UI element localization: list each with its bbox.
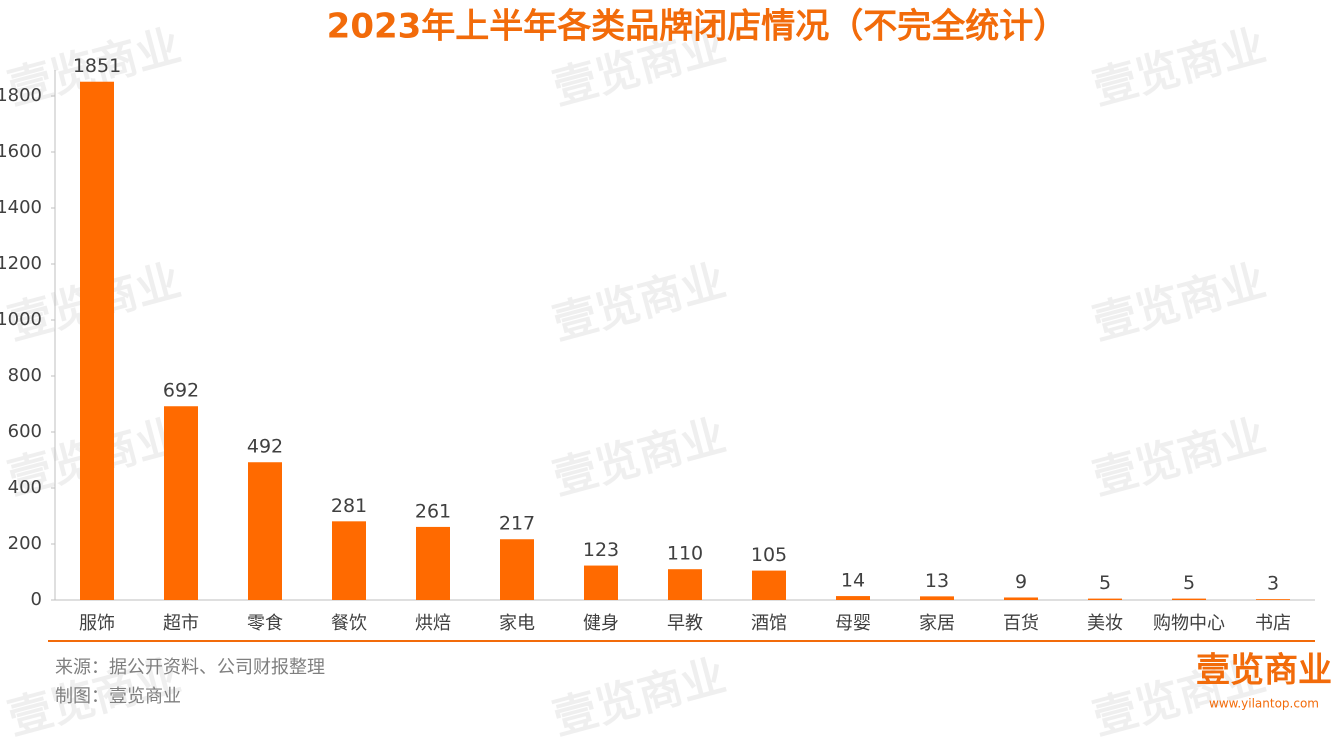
value-label: 14 (841, 570, 865, 592)
value-label: 692 (163, 380, 199, 402)
bar (668, 569, 702, 600)
y-tick-label: 1600 (0, 141, 42, 162)
x-tick-label: 服饰 (79, 613, 115, 634)
x-tick-label: 家电 (499, 613, 535, 634)
watermark: 壹览商业 (548, 650, 731, 740)
value-label: 281 (331, 495, 367, 517)
x-tick-label: 美妆 (1087, 613, 1123, 634)
bar (332, 521, 366, 600)
bar (920, 596, 954, 600)
y-tick-label: 400 (8, 477, 42, 498)
x-tick-label: 早教 (667, 613, 703, 634)
x-tick-label: 家居 (919, 613, 955, 634)
y-tick-label: 1400 (0, 197, 42, 218)
watermark: 壹览商业 (1088, 20, 1271, 115)
value-label: 105 (751, 544, 787, 566)
x-tick-label: 烘焙 (415, 613, 451, 634)
watermark: 壹览商业 (548, 255, 731, 350)
value-label: 9 (1015, 571, 1027, 593)
y-tick-label: 800 (8, 365, 42, 386)
x-tick-label: 超市 (163, 613, 199, 634)
bar (1172, 598, 1206, 600)
bar (80, 81, 114, 601)
bar (1256, 599, 1290, 600)
site: www.yilantop.com (1209, 697, 1319, 711)
x-tick-label: 百货 (1003, 613, 1039, 634)
value-label: 492 (247, 436, 283, 458)
bar (1088, 598, 1122, 600)
x-tick-label: 购物中心 (1153, 613, 1225, 634)
x-tick-label: 餐饮 (331, 613, 367, 634)
logo: 壹览商业 (1196, 651, 1332, 691)
bar (584, 565, 618, 600)
value-label: 13 (925, 570, 949, 592)
x-tick-label: 母婴 (835, 613, 871, 634)
bar (416, 526, 450, 600)
x-tick-label: 书店 (1255, 613, 1291, 634)
value-label: 217 (499, 513, 535, 535)
value-label: 261 (415, 500, 451, 522)
value-label: 123 (583, 539, 619, 561)
y-tick-label: 0 (31, 589, 42, 610)
y-tick-label: 1200 (0, 253, 42, 274)
value-label: 5 (1183, 572, 1195, 594)
bar (752, 570, 786, 600)
watermark: 壹览商业 (1088, 410, 1271, 505)
x-tick-label: 健身 (583, 613, 619, 634)
y-tick-label: 600 (8, 421, 42, 442)
x-tick-label: 酒馆 (751, 613, 787, 634)
source: 来源：据公开资料、公司财报整理 (55, 657, 325, 678)
credit: 制图：壹览商业 (55, 686, 181, 707)
value-label: 3 (1267, 573, 1279, 595)
x-tick-label: 零食 (247, 613, 283, 634)
y-tick-label: 200 (8, 533, 42, 554)
bar (1004, 597, 1038, 600)
bar (836, 596, 870, 600)
y-tick-label: 1000 (0, 309, 42, 330)
chart-title: 2023年上半年各类品牌闭店情况（不完全统计） (327, 7, 1068, 47)
watermark: 壹览商业 (1088, 255, 1271, 350)
bar (248, 462, 282, 600)
bar (500, 539, 534, 600)
y-tick-label: 1800 (0, 85, 42, 106)
value-label: 5 (1099, 572, 1111, 594)
watermark: 壹览商业 (548, 410, 731, 505)
bar (164, 406, 198, 600)
value-label: 1851 (73, 55, 121, 77)
value-label: 110 (667, 543, 703, 565)
